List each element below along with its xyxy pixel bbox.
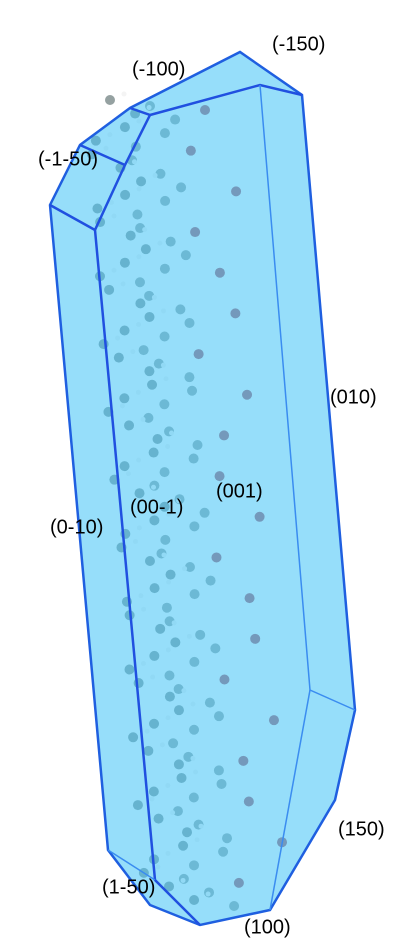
face-label: (010) bbox=[330, 386, 377, 408]
face-label: (-150) bbox=[272, 33, 325, 55]
face-label: (001) bbox=[216, 480, 263, 502]
face-label: (-1-50) bbox=[38, 148, 98, 170]
crystal-diagram: (-150) (-100) (-1-50) (010) (00-1) (001)… bbox=[0, 0, 405, 943]
face-label: (0-10) bbox=[50, 516, 103, 538]
molecule-atom bbox=[122, 92, 127, 97]
face-label: (1-50) bbox=[102, 876, 155, 898]
face-label: (100) bbox=[244, 916, 291, 938]
page: (-150) (-100) (-1-50) (010) (00-1) (001)… bbox=[0, 0, 405, 943]
face-label: (150) bbox=[338, 818, 385, 840]
face-label: (00-1) bbox=[130, 496, 183, 518]
crystal-body bbox=[50, 52, 355, 925]
face-label: (-100) bbox=[132, 58, 185, 80]
molecule-atom bbox=[105, 95, 115, 105]
